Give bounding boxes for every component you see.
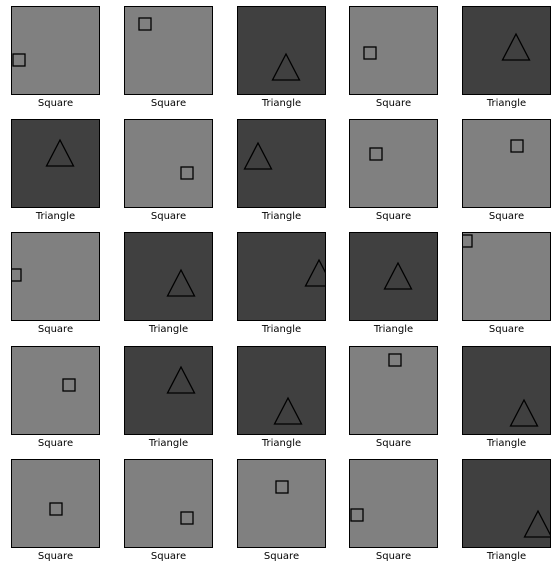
thumbnail-triangle: [124, 346, 213, 435]
thumbnail-triangle: [237, 6, 326, 95]
triangle-shape: [523, 509, 550, 538]
triangle-shape: [166, 365, 196, 394]
square-shape: [62, 378, 76, 392]
thumbnail-label: Square: [150, 98, 187, 109]
thumbnail-label: Triangle: [261, 98, 302, 109]
thumbnail-triangle: [11, 119, 100, 208]
thumbnail-triangle: [237, 346, 326, 435]
thumbnail-label: Square: [37, 98, 74, 109]
thumbnail-label: Square: [488, 211, 525, 222]
thumbnail-label: Square: [375, 438, 412, 449]
thumbnail-label: Triangle: [261, 438, 302, 449]
thumbnail-label: Square: [488, 324, 525, 335]
thumbnail-label: Square: [37, 438, 74, 449]
square-shape: [363, 46, 377, 60]
square-shape: [138, 17, 152, 31]
thumbnail-label: Square: [37, 551, 74, 562]
thumbnail-square: [349, 119, 438, 208]
square-shape: [510, 139, 524, 153]
thumbnail-label: Triangle: [261, 211, 302, 222]
thumbnail-label: Triangle: [486, 551, 527, 562]
square-shape: [369, 147, 383, 161]
square-shape: [180, 166, 194, 180]
thumbnail-label: Triangle: [486, 438, 527, 449]
square-shape: [49, 502, 63, 516]
thumbnail-label: Square: [375, 98, 412, 109]
thumbnail-label: Triangle: [148, 324, 189, 335]
thumbnail-triangle: [462, 346, 551, 435]
thumbnail-triangle: [237, 232, 326, 321]
thumbnail-square: [11, 6, 100, 95]
thumbnail-label: Square: [375, 551, 412, 562]
thumbnail-square: [462, 232, 551, 321]
thumbnail-square: [462, 119, 551, 208]
thumbnail-triangle: [237, 119, 326, 208]
thumbnail-label: Square: [150, 211, 187, 222]
thumbnail-triangle: [349, 232, 438, 321]
square-shape: [12, 268, 22, 282]
thumbnail-label: Square: [150, 551, 187, 562]
thumbnail-triangle: [124, 232, 213, 321]
triangle-shape: [166, 268, 196, 297]
thumbnail-label: Square: [263, 551, 300, 562]
thumbnail-square: [11, 232, 100, 321]
thumbnail-square: [11, 346, 100, 435]
triangle-shape: [501, 32, 531, 61]
thumbnail-label: Triangle: [486, 98, 527, 109]
thumbnail-square: [237, 459, 326, 548]
square-shape: [12, 53, 26, 67]
triangle-shape: [273, 396, 303, 425]
thumbnail-label: Square: [37, 324, 74, 335]
thumbnail-label: Triangle: [373, 324, 414, 335]
thumbnail-triangle: [462, 6, 551, 95]
thumbnail-label: Triangle: [35, 211, 76, 222]
thumbnail-triangle: [462, 459, 551, 548]
square-shape: [180, 511, 194, 525]
thumbnail-label: Triangle: [148, 438, 189, 449]
thumbnail-square: [124, 459, 213, 548]
square-shape: [463, 234, 473, 248]
thumbnail-square: [349, 459, 438, 548]
square-shape: [275, 480, 289, 494]
triangle-shape: [383, 261, 413, 290]
thumbnail-square: [124, 119, 213, 208]
triangle-shape: [304, 258, 325, 287]
thumbnail-square: [349, 6, 438, 95]
thumbnail-square: [349, 346, 438, 435]
thumbnail-label: Triangle: [261, 324, 302, 335]
triangle-shape: [45, 138, 75, 167]
thumbnail-square: [124, 6, 213, 95]
square-shape: [350, 508, 364, 522]
triangle-shape: [243, 141, 273, 170]
square-shape: [388, 353, 402, 367]
thumbnail-label: Square: [375, 211, 412, 222]
thumbnail-square: [11, 459, 100, 548]
triangle-shape: [509, 398, 539, 427]
triangle-shape: [271, 52, 301, 81]
